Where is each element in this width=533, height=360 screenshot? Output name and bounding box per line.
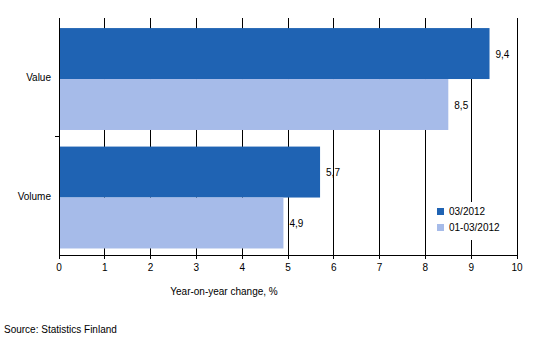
tick-mark <box>333 255 334 259</box>
legend-label: 01-03/2012 <box>449 222 500 233</box>
data-label: 5,7 <box>326 167 340 178</box>
tick-label: 10 <box>511 262 523 273</box>
tick-mark <box>59 255 60 259</box>
tick-label: 6 <box>331 262 337 273</box>
chart-svg: 0 1 2 3 4 5 6 7 8 9 10 9,4 8,5 5,7 4,9 Value Volume Year-… <box>0 0 533 360</box>
data-labels: 9,4 8,5 5,7 4,9 <box>289 49 509 229</box>
tick-mark <box>242 255 243 259</box>
legend-swatch <box>437 224 444 231</box>
tick-mark <box>104 255 105 259</box>
bar <box>59 147 320 198</box>
tick-label: 8 <box>423 262 429 273</box>
chart-container: 0 1 2 3 4 5 6 7 8 9 10 9,4 8,5 5,7 4,9 Value Volume Year-… <box>0 0 533 360</box>
data-label: 4,9 <box>289 218 303 229</box>
legend-label: 03/2012 <box>449 206 486 217</box>
bar <box>59 198 283 249</box>
tick-label: 7 <box>377 262 383 273</box>
tick-mark <box>517 255 518 259</box>
tick-label: 5 <box>285 262 291 273</box>
bar <box>59 28 490 79</box>
category-label: Value <box>26 72 51 83</box>
legend-swatch <box>437 208 444 215</box>
tick-mark <box>288 255 289 259</box>
grid <box>59 18 517 259</box>
tick-mark <box>425 255 426 259</box>
data-label: 9,4 <box>496 49 510 60</box>
tick-label: 1 <box>102 262 108 273</box>
legend-box <box>433 202 507 240</box>
tick-label: 2 <box>148 262 154 273</box>
tick-mark <box>196 255 197 259</box>
category-tick <box>55 136 59 137</box>
tick-mark <box>379 255 380 259</box>
grid-line <box>517 18 518 255</box>
grid-line <box>59 18 60 255</box>
bar <box>59 79 448 130</box>
source: Source: Statistics Finland <box>4 324 117 335</box>
x-axis <box>59 255 517 256</box>
bars <box>59 28 490 248</box>
tick-label: 3 <box>194 262 200 273</box>
legend: 03/2012 01-03/2012 <box>433 202 507 240</box>
tick-mark <box>150 255 151 259</box>
data-label: 8,5 <box>454 100 468 111</box>
tick-mark <box>471 255 472 259</box>
category-label: Volume <box>18 191 52 202</box>
tick-label: 4 <box>239 262 245 273</box>
tick-label: 0 <box>56 262 62 273</box>
tick-label: 9 <box>468 262 474 273</box>
x-axis-label: Year-on-year change, % <box>170 286 278 297</box>
y-axis <box>59 18 60 255</box>
